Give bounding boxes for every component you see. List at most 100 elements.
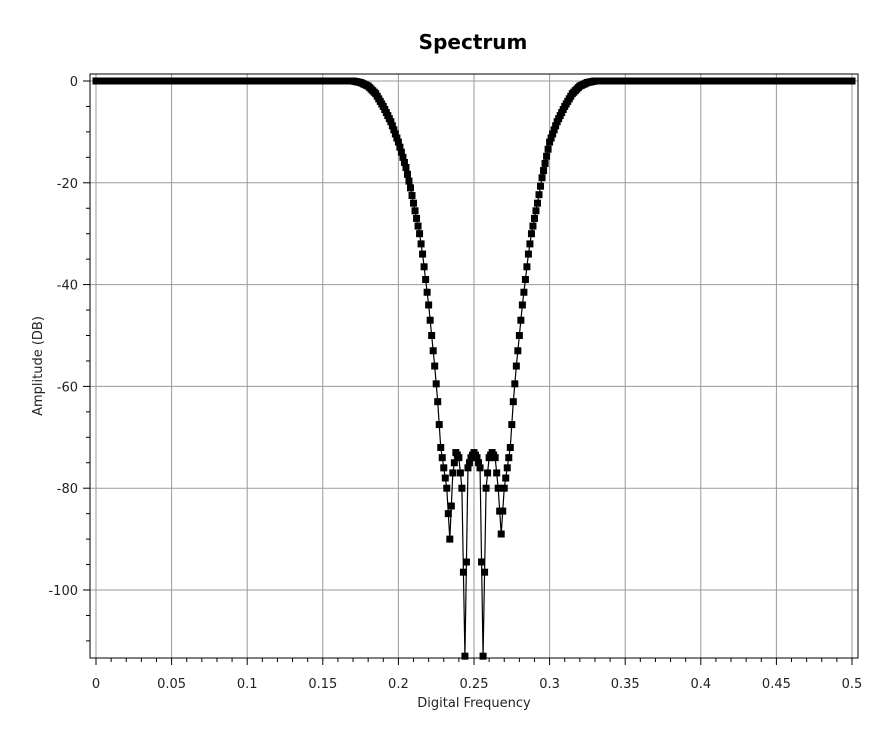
data-point [502,474,510,482]
data-point [541,159,549,167]
data-point [394,138,402,146]
data-point [431,362,439,370]
data-point [546,138,554,146]
data-point [420,263,428,271]
data-point [537,182,545,190]
data-point [396,143,404,151]
data-point [402,164,410,172]
y-tick-label: -20 [57,177,78,192]
axis-ticks: 0 0.05 0.1 0.15 0.2 0.25 0.3 0.35 0.4 0.45 0.5 0 -20… [48,75,862,692]
data-point [388,122,396,130]
x-tick-label: 0.4 [690,677,711,692]
data-point [456,469,464,477]
data-point [534,199,541,207]
data-point [393,134,401,142]
data-point [506,443,514,451]
x-tick-label: 0.35 [611,677,640,692]
data-point [508,421,516,429]
data-point [464,464,472,472]
data-point [461,652,469,660]
x-tick-label: 0 [92,677,100,692]
data-point [481,568,489,576]
data-point [505,454,513,462]
data-point [426,316,434,324]
data-point [475,459,483,467]
x-tick-label: 0.5 [842,677,863,692]
data-point [387,118,395,126]
data-point [416,230,424,238]
data-point [532,207,540,215]
data-point [399,153,407,161]
data-point [512,362,520,370]
data-point [538,174,546,182]
data-point [438,454,446,462]
data-point [450,459,458,467]
x-tick-label: 0.25 [460,677,489,692]
data-point [446,535,454,543]
x-tick-label: 0.1 [237,677,258,692]
data-point [529,222,537,230]
data-point [435,421,443,429]
data-point [449,469,457,477]
data-point [408,192,416,200]
data-point [478,558,486,566]
data-point [390,126,398,134]
data-point [527,230,535,238]
data-point [540,167,548,175]
data-point [491,454,499,462]
x-axis-label: Digital Frequency [417,696,531,711]
data-point [535,191,543,199]
data-point [437,443,445,451]
data-point [455,454,463,462]
data-point [526,240,534,248]
data-point [428,332,436,339]
data-point [429,347,437,355]
data-point [503,464,511,472]
data-point [413,214,421,222]
data-point [414,222,422,230]
data-point [440,464,448,472]
data-point [518,301,526,309]
data-point [422,276,430,284]
data-point [484,469,492,477]
y-tick-label: -100 [48,584,78,599]
chart-title: Spectrum [418,30,528,54]
data-point [407,184,414,192]
data-point [462,558,470,566]
y-axis-label: Amplitude (DB) [31,316,46,416]
data-point [391,130,399,138]
data-point [523,263,531,271]
data-point [419,250,427,258]
data-point [479,652,487,660]
data-point [544,145,552,153]
data-point [848,77,856,85]
x-tick-label: 0.05 [157,677,186,692]
grid-lines [90,74,858,658]
data-point [473,454,481,462]
data-point [514,347,522,355]
data-point [494,484,502,492]
data-point [515,332,523,339]
data-point [530,214,538,222]
data-point [499,507,507,515]
data-point [543,152,551,160]
y-tick-label: -40 [57,279,78,294]
data-point [459,568,467,576]
y-tick-label: -80 [57,482,78,497]
data-point [521,276,529,284]
data-point [465,459,473,467]
data-point [511,380,519,388]
data-point [520,288,528,296]
data-point [411,207,419,215]
data-point [443,484,451,492]
data-point [417,240,425,248]
data-point [524,250,532,258]
data-point [493,469,501,477]
data-point [434,398,442,406]
series-layer [92,77,856,660]
data-point [400,158,408,166]
data-point [497,530,505,538]
data-point [397,148,405,156]
x-tick-label: 0.15 [308,677,337,692]
x-tick-label: 0.3 [539,677,560,692]
